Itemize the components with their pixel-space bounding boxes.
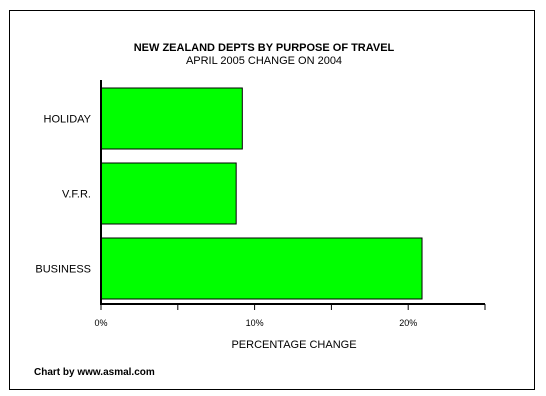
chart-credit: Chart by www.asmal.com (34, 367, 155, 378)
bars-layer (100, 87, 423, 300)
bar-holiday (100, 87, 243, 150)
chart-title: NEW ZEALAND DEPTS BY PURPOSE OF TRAVEL (134, 42, 395, 54)
chart-frame (9, 10, 535, 390)
axes-layer (100, 80, 486, 310)
category-label-business: BUSINESS (35, 264, 91, 276)
x-axis-title: PERCENTAGE CHANGE (231, 339, 356, 351)
chart-subtitle: APRIL 2005 CHANGE ON 2004 (186, 55, 342, 67)
x-tick-label-4: 20% (399, 318, 417, 328)
category-label-v-f-r: V.F.R. (62, 189, 91, 201)
bar-v-f-r (100, 162, 237, 225)
bar-business (100, 237, 423, 300)
labels-layer: HOLIDAY V.F.R. BUSINESS 0% 10% 20% (35, 114, 417, 329)
x-tick-label-2: 10% (246, 318, 264, 328)
category-label-holiday: HOLIDAY (44, 114, 92, 126)
x-tick-label-0: 0% (94, 318, 107, 328)
